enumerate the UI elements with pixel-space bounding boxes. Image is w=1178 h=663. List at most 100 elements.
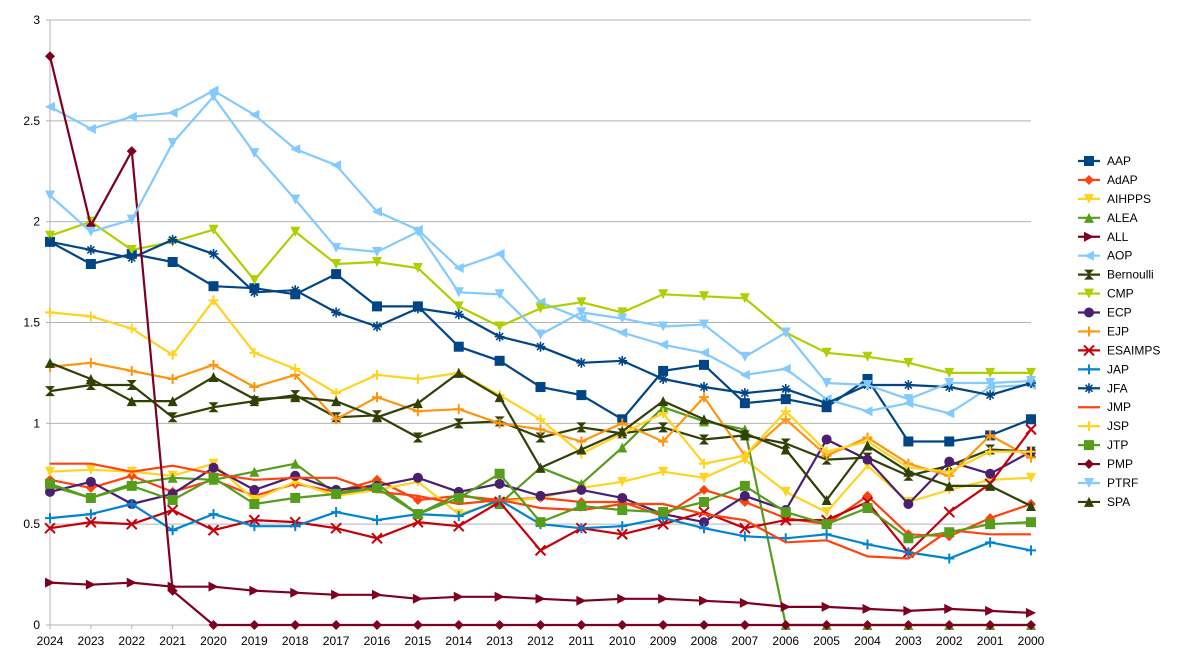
data-point: [1026, 517, 1036, 528]
data-point: [453, 367, 464, 378]
data-point: [739, 522, 751, 534]
data-point: [208, 402, 219, 413]
data-point: [453, 287, 464, 298]
y-tick-label: 2: [33, 215, 40, 229]
data-point: [576, 501, 587, 512]
data-point: [903, 436, 914, 447]
data-point: [780, 438, 791, 449]
data-point: [903, 547, 914, 558]
legend-label: AdAP: [1107, 173, 1138, 187]
data-point: [576, 390, 587, 401]
data-point: [494, 289, 505, 300]
data-point: [208, 281, 219, 292]
data-point: [85, 476, 96, 487]
data-point: [780, 406, 791, 417]
data-point: [658, 373, 669, 384]
x-tick-label: 2009: [650, 634, 677, 648]
x-tick-label: 2020: [200, 634, 227, 648]
data-point: [453, 301, 464, 312]
data-point: [903, 620, 914, 630]
data-point: [535, 414, 546, 425]
data-point: [1026, 446, 1036, 457]
data-point: [126, 214, 137, 225]
data-point: [412, 593, 423, 604]
data-point: [45, 230, 55, 241]
data-point: [617, 620, 628, 630]
data-point: [208, 295, 219, 306]
data-point: [126, 365, 137, 376]
data-point: [331, 414, 342, 425]
data-point: [372, 369, 382, 380]
data-point: [412, 432, 423, 443]
data-point: [658, 620, 669, 630]
data-point: [617, 476, 628, 487]
data-point: [167, 472, 178, 483]
data-point: [85, 492, 96, 503]
legend-item: AOP: [1078, 249, 1132, 263]
data-point: [985, 367, 996, 378]
data-point: [45, 307, 55, 318]
data-point: [617, 426, 628, 437]
data-point: [44, 522, 56, 534]
data-point: [249, 109, 260, 120]
legend-item: JFA: [1078, 381, 1128, 395]
data-point: [617, 492, 628, 503]
data-point: [372, 257, 382, 267]
data-point: [85, 311, 96, 322]
data-point: [780, 486, 791, 497]
data-point: [699, 347, 709, 358]
data-point: [494, 591, 505, 602]
data-point: [290, 392, 301, 403]
data-point: [453, 418, 464, 429]
y-tick-label: 3: [33, 13, 40, 27]
x-tick-label: 2024: [37, 634, 64, 648]
data-point: [576, 297, 587, 308]
data-point: [699, 458, 709, 469]
data-point: [780, 507, 791, 518]
legend-item: ECP: [1078, 306, 1132, 320]
legend-item: AIHPPS: [1078, 192, 1151, 206]
data-point: [535, 593, 546, 604]
data-point: [167, 396, 178, 407]
y-tick-label: 0: [33, 618, 40, 632]
data-point: [862, 406, 873, 417]
legend-item: SPA: [1078, 495, 1130, 509]
data-point: [331, 620, 342, 630]
data-point: [617, 313, 628, 324]
data-point: [412, 303, 423, 314]
data-point: [658, 396, 669, 407]
data-point: [412, 373, 423, 384]
data-point: [45, 486, 55, 497]
data-point: [494, 355, 505, 366]
data-point: [167, 349, 178, 360]
data-point: [739, 369, 750, 380]
data-point: [290, 144, 301, 155]
data-point: [126, 480, 137, 491]
legend-label: SPA: [1107, 495, 1130, 509]
data-point: [1025, 423, 1037, 436]
data-point: [208, 581, 219, 592]
data-point: [699, 472, 709, 483]
data-point: [739, 620, 750, 630]
series-line: [49, 89, 1032, 415]
data-point: [1026, 472, 1036, 483]
data-point: [167, 525, 178, 536]
data-point: [412, 226, 423, 237]
legend-label: JAP: [1107, 362, 1129, 376]
data-point: [576, 523, 587, 534]
data-point: [944, 436, 955, 447]
data-point: [208, 359, 219, 370]
data-point: [862, 440, 873, 451]
data-point: [576, 313, 587, 324]
data-point: [699, 392, 709, 403]
data-point: [658, 436, 669, 447]
data-point: [249, 394, 260, 405]
series-spa: [45, 357, 1036, 512]
data-point: [167, 373, 178, 384]
x-tick-label: 2022: [118, 634, 145, 648]
data-point: [576, 422, 587, 433]
data-point: [617, 327, 628, 338]
data-point: [821, 601, 832, 612]
data-point: [658, 402, 669, 413]
series-line: [48, 56, 1031, 627]
